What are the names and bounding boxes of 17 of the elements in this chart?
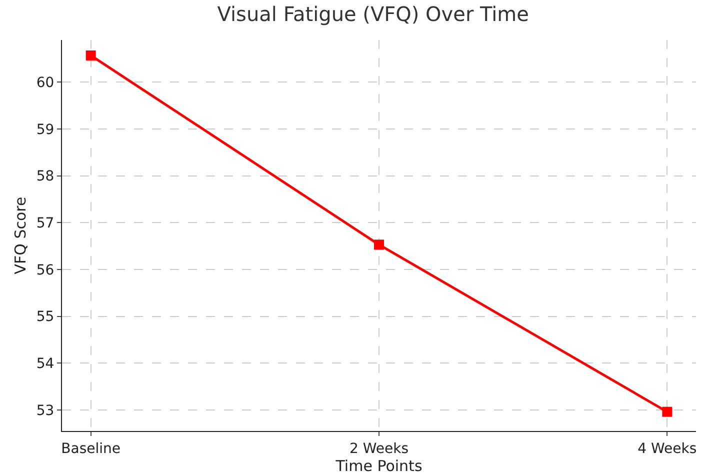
y-tick-label: 58 <box>36 168 54 185</box>
chart-title: Visual Fatigue (VFQ) Over Time <box>217 2 529 26</box>
y-tick-label: 60 <box>36 75 54 92</box>
y-tick-label: 56 <box>36 262 54 278</box>
point <box>662 406 672 417</box>
y-tick-label: 55 <box>36 309 54 326</box>
y-axis-title: VFQ Score <box>12 196 30 274</box>
point <box>86 50 96 60</box>
x-axis-title: Time Points <box>334 456 422 475</box>
y-tick-label: 54 <box>36 356 54 372</box>
y-tick-label: 57 <box>36 216 54 232</box>
x-tick-label: 2 Weeks <box>349 440 409 457</box>
y-tick-label: 59 <box>36 122 54 138</box>
point <box>374 240 384 250</box>
y-tick-label: 53 <box>36 402 54 419</box>
x-tick-label: Baseline <box>61 440 120 457</box>
x-tick-label: 4 Weeks <box>638 440 697 457</box>
